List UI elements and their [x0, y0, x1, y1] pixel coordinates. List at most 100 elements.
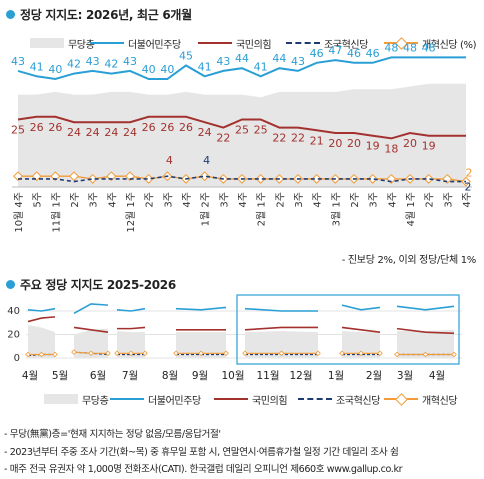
marker-reform [198, 350, 204, 357]
label-democratic: 40 [160, 63, 174, 76]
label-rebuilding-korea: 4 [166, 154, 173, 167]
label-ppp: 24 [104, 126, 118, 139]
line-더불어민주당 [341, 304, 381, 311]
label-ppp: 25 [235, 124, 249, 137]
line-국민의힘 [73, 326, 109, 333]
label-ppp: 26 [179, 121, 193, 134]
label-ppp: 22 [216, 132, 230, 145]
label-democratic: 48 [403, 41, 417, 54]
label-democratic: 44 [272, 52, 286, 65]
label-ppp: 20 [347, 137, 361, 150]
x-tick-label: 4주 [238, 192, 249, 208]
marker-reform [143, 173, 154, 184]
marker-reform [142, 350, 148, 357]
label-democratic: 40 [48, 63, 62, 76]
legend-swatch-국민의힘 [198, 42, 232, 44]
label-democratic: 43 [216, 55, 230, 68]
x-tick-label: 7월 [122, 370, 138, 382]
legend-label-국민의힘: 국민의힘 [236, 40, 272, 51]
x-tick-label: 1월 2주 [200, 192, 212, 226]
label-democratic: 48 [384, 41, 398, 54]
x-tick-label: 4주 [182, 192, 193, 208]
x-tick-label: 2주 [70, 192, 81, 208]
marker-reform [242, 350, 248, 357]
area-undecided [28, 325, 55, 358]
x-tick-label: 4주 [462, 192, 473, 208]
label-ppp: 24 [123, 126, 137, 139]
label-ppp: 24 [198, 126, 212, 139]
y-tick-label: 0 [14, 353, 20, 364]
marker-reform [199, 171, 210, 182]
label-democratic: 42 [104, 58, 118, 71]
marker-reform [315, 350, 321, 357]
area-undecided [117, 330, 145, 358]
area-undecided [176, 332, 226, 358]
x-tick-label: 2월 1주 [256, 192, 268, 226]
marker-reform [87, 173, 98, 184]
x-tick-label: 4월 1주 [405, 192, 417, 226]
label-democratic: 43 [11, 55, 25, 68]
x-tick-label: 3주 [443, 192, 454, 208]
label-ppp: 18 [384, 142, 398, 155]
chart2-legend: 무당층 더불어민주당 국민의힘 조국혁신당 개혁신당 [0, 392, 484, 407]
label-ppp: 21 [310, 134, 324, 147]
line-국민의힘 [244, 326, 318, 331]
x-tick-label: 4주 [313, 192, 324, 208]
legend-swatch-조국혁신당 [286, 42, 320, 44]
legend-label-무당층: 무당층 [68, 40, 95, 51]
label-democratic: 42 [67, 58, 81, 71]
chart2-title: 주요 정당 지지도 2025-2026 [6, 276, 176, 293]
x-tick-label: 2월 [366, 370, 382, 382]
x-tick-label: 11월 1주 [50, 192, 62, 233]
legend-swatch-더불어민주당 [110, 398, 144, 400]
label-ppp: 25 [11, 124, 25, 137]
legend-swatch-개혁신당 [384, 37, 418, 50]
marker-reform [88, 350, 94, 357]
y-tick-label: 40 [7, 306, 20, 317]
legend-label-국민의힘: 국민의힘 [252, 396, 288, 407]
label-democratic: 43 [123, 55, 137, 68]
label-ppp: 25 [254, 124, 268, 137]
marker-reform [114, 350, 120, 357]
x-tick-label: 3주 [294, 192, 305, 208]
x-tick-label: 4주 [107, 192, 118, 208]
x-tick-label: 3주 [369, 192, 380, 208]
marker-reform [69, 171, 79, 182]
marker-reform [223, 350, 229, 357]
legend-swatch-국민의힘 [214, 398, 248, 400]
legend-swatch-조국혁신당 [298, 398, 332, 400]
bullet-icon [6, 280, 15, 289]
x-tick-label: 3월 [397, 370, 413, 382]
x-tick-label: 8월 [162, 370, 178, 382]
label-democratic: 41 [30, 60, 44, 73]
label-rebuilding-korea: 4 [203, 154, 210, 167]
legend-swatch-더불어민주당 [90, 42, 124, 44]
marker-reform [422, 351, 429, 358]
legend-label-조국혁신당: 조국혁신당 [336, 396, 381, 407]
x-tick-label: 4월 [22, 370, 38, 382]
marker-reform [38, 351, 45, 358]
line-국민의힘 [396, 327, 455, 335]
marker-reform [358, 350, 364, 357]
footnote-3: - 매주 전국 유권자 약 1,000명 전화조사(CATI). 한국갤럽 데일… [4, 464, 403, 475]
label-ppp: 19 [422, 140, 436, 153]
marker-reform [377, 350, 383, 357]
chart1-legend: 무당층 더불어민주당 국민의힘 조국혁신당 개혁신당 (%) [0, 36, 484, 51]
x-tick-label: 3주 [219, 192, 230, 208]
marker-reform [311, 173, 322, 184]
label-ppp: 19 [366, 140, 380, 153]
x-tick-label: 12월 1주 [125, 192, 137, 233]
bullet-icon [6, 10, 15, 19]
area-undecided [397, 329, 454, 358]
marker-reform [128, 350, 134, 357]
x-tick-label: 12월 [289, 370, 312, 382]
label-ppp: 24 [86, 126, 100, 139]
label-democratic: 41 [254, 60, 268, 73]
x-tick-label: 9월 [192, 370, 208, 382]
marker-reform [367, 173, 378, 184]
x-tick-label: 3주 [89, 192, 100, 208]
label-democratic: 45 [179, 50, 193, 63]
label-democratic: 48 [422, 41, 436, 54]
label-democratic: 41 [198, 60, 212, 73]
